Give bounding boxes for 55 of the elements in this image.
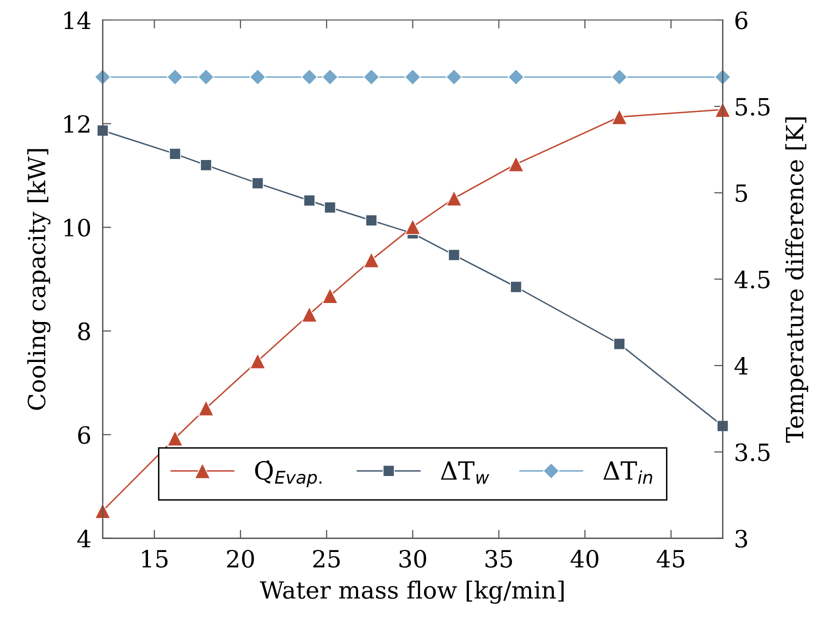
legend-label: Q̇$_{Evap.}$ [255,460,322,488]
point [166,430,184,446]
point [250,352,266,370]
x-tick-label: 20 [227,550,254,568]
point [324,201,336,214]
y-tick-label: 6 [78,426,90,444]
y2-tick-label: 6 [735,11,748,30]
point [508,156,524,172]
y-axis-title: Cooling capacity [kW] [27,149,50,410]
point [322,68,338,86]
x-tick-label: 30 [399,550,426,568]
y-tick-label: 8 [78,322,90,340]
y2-tick-label: 5 [736,184,748,202]
y2-tick-label: 4 [734,356,748,375]
x-axis-title: Water mass flow [kg/min] [260,580,564,604]
point [301,68,318,86]
x-tick-label: 15 [142,550,168,568]
x-tick-label: 35 [486,550,512,568]
point [200,159,212,172]
point [448,248,460,261]
point [249,68,266,86]
x-tick-label: 25 [313,550,340,568]
point [198,400,214,416]
point [363,68,380,86]
point [365,214,378,226]
point [510,280,522,293]
y2-tick-label: 3 [736,530,748,548]
point [169,148,182,160]
y-tick-label: 12 [64,115,90,133]
point [303,194,316,207]
x-tick-label: 45 [656,550,684,568]
point [404,218,421,235]
point [446,68,462,86]
y-tick-label: 14 [64,11,90,29]
point [613,338,626,350]
y-tick-label: 10 [64,218,90,237]
x-tick-label: 40 [570,550,598,568]
y2-axis-title: Temperature difference [K] [785,117,808,443]
point [252,177,264,190]
y2-tick-label: 3.5 [736,443,770,462]
y2-tick-label: 5.5 [736,98,770,116]
point [198,68,214,86]
legend-label: ΔT$_{in}$ [603,461,652,484]
point [166,68,184,86]
point [322,288,338,304]
point [301,306,318,322]
point [446,190,462,206]
point [404,68,421,86]
legend-label: ΔT$_{w}$ [440,461,490,484]
point [363,252,380,268]
point [611,108,628,125]
y-tick-label: 4 [77,530,90,548]
point [611,68,628,86]
y2-tick-label: 4.5 [734,270,770,288]
point [508,68,524,86]
